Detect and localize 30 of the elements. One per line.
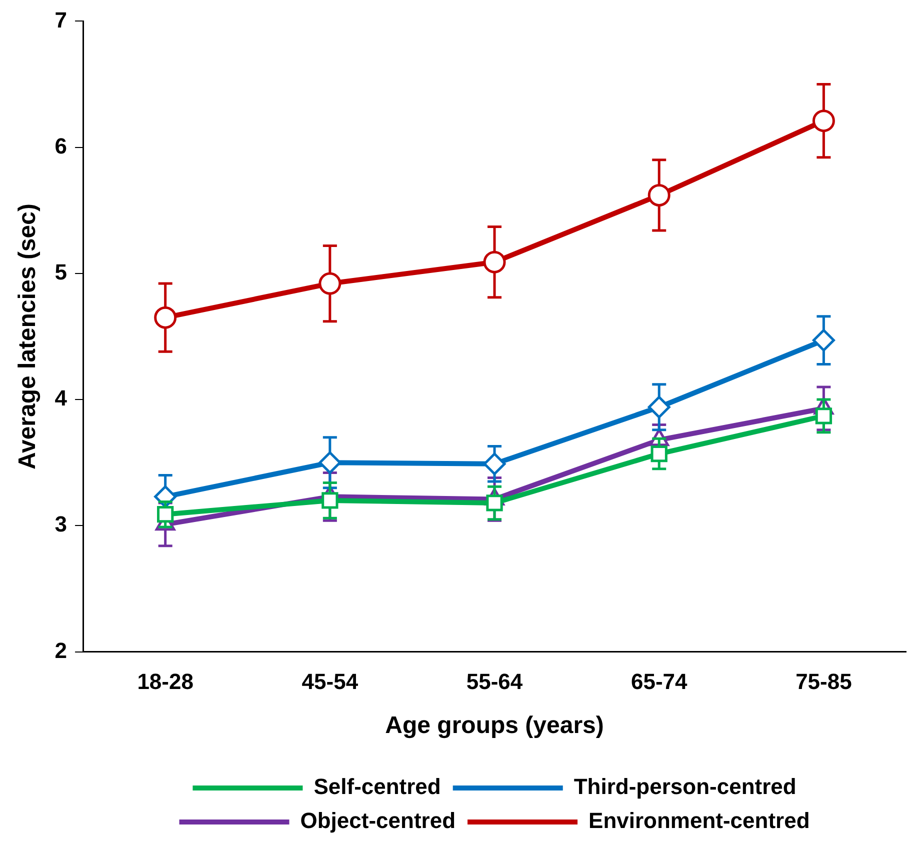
point <box>812 329 835 352</box>
y-tick-label: 6 <box>54 133 68 158</box>
x-tick-label: 55-64 <box>466 669 524 694</box>
point <box>483 452 506 476</box>
x-tick-label: 45-54 <box>302 669 359 694</box>
point <box>812 110 835 132</box>
legend-label: Self-centred <box>314 774 441 800</box>
x-tick-label: 18-28 <box>137 669 194 694</box>
point <box>154 306 177 329</box>
point <box>318 272 342 295</box>
x-tick-label: 75-85 <box>796 669 852 694</box>
x-tick-label: 65-74 <box>630 669 688 694</box>
legend-label: Third-person-centred <box>574 774 796 800</box>
y-tick-label: 4 <box>54 386 68 411</box>
point <box>486 494 503 512</box>
point <box>318 451 342 474</box>
y-tick-label: 7 <box>54 7 68 32</box>
point <box>648 184 670 206</box>
point <box>322 492 338 509</box>
point <box>157 506 174 523</box>
y-axis-title: Average latencies (sec) <box>14 204 42 470</box>
point <box>648 396 670 418</box>
point <box>815 408 832 424</box>
y-tick-label: 3 <box>54 512 68 537</box>
y-tick-label: 2 <box>54 638 68 663</box>
legend-label: Object-centred <box>300 808 456 834</box>
y-tick-label: 5 <box>54 260 68 285</box>
x-axis-title: Age groups (years) <box>385 712 604 740</box>
legend-label: Environment-centred <box>588 808 810 834</box>
point <box>483 250 506 274</box>
